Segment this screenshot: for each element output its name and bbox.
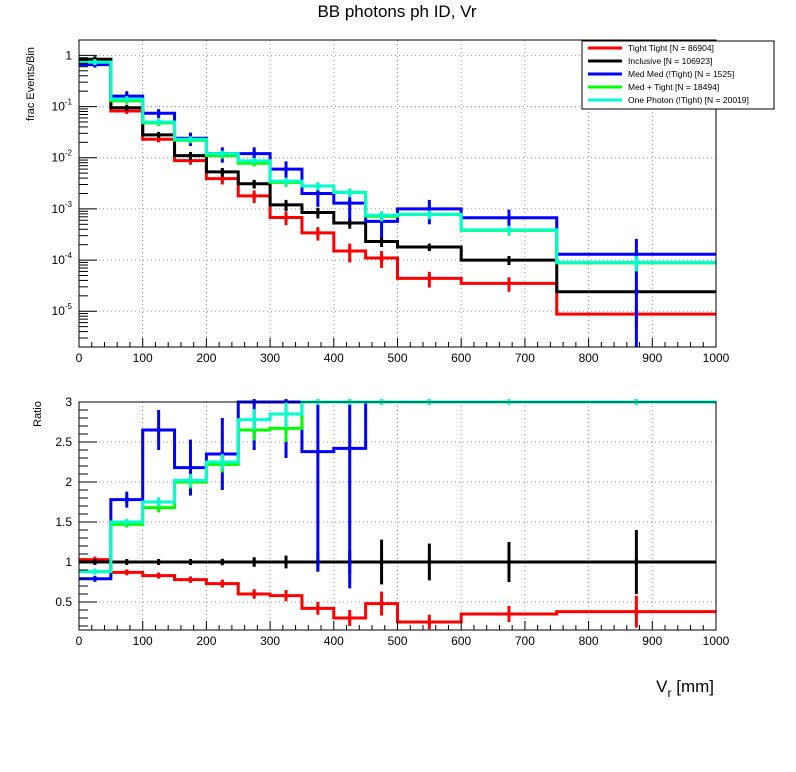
y-tick-label: 2 xyxy=(65,475,72,489)
series-inclusive xyxy=(79,530,716,594)
y-tick-exponent: -1 xyxy=(65,98,73,107)
y-tick-exponent: -2 xyxy=(65,149,73,158)
y-tick-label: 10-1 xyxy=(52,98,73,114)
x-tick-label: 400 xyxy=(324,634,344,648)
x-tick-label: 600 xyxy=(451,634,471,648)
x-tick-label: 300 xyxy=(260,351,280,365)
y-tick-label: 1 xyxy=(65,555,72,569)
top-y-axis-label: frac Events/Bin xyxy=(25,47,37,121)
y-tick-label: 10-4 xyxy=(52,251,73,267)
x-axis-label-unit: [mm] xyxy=(672,677,715,696)
chart-title: BB photons ph ID, Vr xyxy=(317,2,476,21)
series-one-photon-tight xyxy=(79,59,716,272)
top-y-axis: 110-110-210-310-410-5 xyxy=(52,39,97,348)
x-tick-label: 0 xyxy=(76,351,83,365)
x-tick-label: 700 xyxy=(515,634,535,648)
x-tick-label: 1000 xyxy=(703,634,730,648)
series-tight-tight xyxy=(79,556,716,630)
y-tick-base: 1 xyxy=(65,48,72,62)
y-tick-label: 3 xyxy=(65,395,72,409)
x-tick-label: 200 xyxy=(196,351,216,365)
legend-label: Inclusive [N = 106923] xyxy=(628,56,712,66)
legend-item: Tight Tight [N = 86904] xyxy=(588,43,714,53)
x-tick-label: 100 xyxy=(133,351,153,365)
top-x-axis: 0 100 200 300 400 500 600 700 800 900 1000 xyxy=(76,338,730,365)
legend-label: Med + Tight [N = 18494] xyxy=(628,82,719,92)
x-tick-label: 500 xyxy=(387,351,407,365)
legend-item: Inclusive [N = 106923] xyxy=(588,56,712,66)
legend-item: Med Med (!Tight) [N = 1525] xyxy=(588,69,734,79)
x-tick-label: 300 xyxy=(260,634,280,648)
x-axis-label: Vr [mm] xyxy=(656,677,714,700)
y-tick-base: 10 xyxy=(52,100,66,114)
legend-item: Med + Tight [N = 18494] xyxy=(588,82,719,92)
bottom-x-axis: 0 100 200 300 400 500 600 700 800 900 1000 xyxy=(76,621,730,648)
series-tight-tight xyxy=(79,56,716,328)
top-plot-panel: 0 100 200 300 400 500 600 700 800 900 1000 110-110… xyxy=(25,39,775,365)
x-tick-label: 800 xyxy=(579,634,599,648)
y-tick-label: 2.5 xyxy=(55,435,72,449)
y-tick-base: 10 xyxy=(52,202,66,216)
x-tick-label: 900 xyxy=(642,351,662,365)
y-tick-base: 10 xyxy=(52,151,66,165)
x-tick-label: 800 xyxy=(579,351,599,365)
x-tick-label: 200 xyxy=(196,634,216,648)
legend-label: One Photon (!Tight) [N = 20019] xyxy=(628,95,749,105)
y-tick-exponent: -3 xyxy=(65,200,73,209)
y-tick-label: 1.5 xyxy=(55,515,72,529)
y-tick-base: 10 xyxy=(52,253,66,267)
x-axis-label-subscript: r xyxy=(668,686,672,700)
legend: Tight Tight [N = 86904] Inclusive [N = 10… xyxy=(581,40,775,110)
y-tick-base: 10 xyxy=(52,304,66,318)
y-tick-exponent: -4 xyxy=(65,251,73,260)
y-tick-label: 10-5 xyxy=(52,302,73,318)
x-tick-label: 900 xyxy=(642,634,662,648)
bottom-plot-panel: 0 100 200 300 400 500 600 700 800 900 1000 0.5 1 1.5… xyxy=(32,395,730,700)
y-tick-label: 0.5 xyxy=(55,595,72,609)
y-tick-label: 10-3 xyxy=(52,200,73,216)
x-tick-label: 100 xyxy=(133,634,153,648)
bottom-y-axis: 0.5 1 1.5 2 2.5 3 xyxy=(55,395,97,627)
bottom-y-axis-label: Ratio xyxy=(32,401,44,427)
x-axis-label-main: V xyxy=(656,677,668,696)
x-tick-label: 0 xyxy=(76,634,83,648)
y-tick-label: 1 xyxy=(65,48,72,62)
legend-label: Tight Tight [N = 86904] xyxy=(628,43,714,53)
x-tick-label: 700 xyxy=(515,351,535,365)
top-series-group xyxy=(79,56,716,347)
y-tick-label: 10-2 xyxy=(52,149,73,165)
x-tick-label: 600 xyxy=(451,351,471,365)
x-tick-label: 1000 xyxy=(703,351,730,365)
x-tick-label: 400 xyxy=(324,351,344,365)
y-tick-exponent: -5 xyxy=(65,302,73,311)
x-tick-label: 500 xyxy=(387,634,407,648)
legend-label: Med Med (!Tight) [N = 1525] xyxy=(628,69,734,79)
legend-item: One Photon (!Tight) [N = 20019] xyxy=(588,95,749,105)
